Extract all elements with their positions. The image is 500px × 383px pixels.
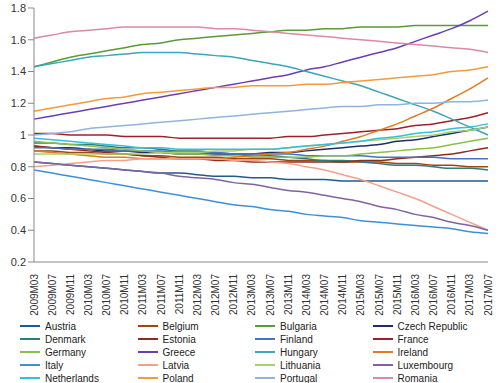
svg-text:2017M07: 2017M07 <box>483 274 493 316</box>
svg-text:2009M07: 2009M07 <box>47 274 58 316</box>
svg-text:2011M03: 2011M03 <box>137 274 148 315</box>
svg-text:0.2: 0.2 <box>11 256 26 268</box>
svg-text:1: 1 <box>20 129 26 141</box>
svg-text:1.4: 1.4 <box>11 65 26 77</box>
svg-text:2013M03: 2013M03 <box>246 274 257 316</box>
html-text:Finland: Finland <box>280 333 313 345</box>
svg-text:2014M07: 2014M07 <box>319 274 330 316</box>
svg-text:2015M11: 2015M11 <box>392 274 403 315</box>
svg-text:2017M03: 2017M03 <box>464 274 475 316</box>
svg-text:2011M07: 2011M07 <box>156 274 167 315</box>
html-text:France: France <box>397 333 429 345</box>
svg-text:2012M11: 2012M11 <box>228 274 239 315</box>
html-text:Bulgaria: Bulgaria <box>280 320 317 332</box>
svg-text:2015M03: 2015M03 <box>355 274 366 316</box>
html-text:Netherlands: Netherlands <box>45 372 99 383</box>
svg-text:2009M03: 2009M03 <box>29 274 40 316</box>
svg-text:2012M07: 2012M07 <box>210 274 221 316</box>
svg-text:2010M11: 2010M11 <box>119 274 130 315</box>
html-text:Poland: Poland <box>162 372 194 383</box>
svg-text:2010M03: 2010M03 <box>83 274 94 316</box>
svg-text:2014M11: 2014M11 <box>337 274 348 315</box>
svg-text:2009M11: 2009M11 <box>65 274 76 315</box>
html-text:Germany: Germany <box>45 346 87 358</box>
svg-text:2016M11: 2016M11 <box>446 274 457 315</box>
html-text:Lithuania: Lithuania <box>280 359 321 371</box>
svg-text:2010M07: 2010M07 <box>101 274 112 316</box>
svg-text:2011M11: 2011M11 <box>174 274 185 315</box>
html-text:Romania: Romania <box>397 372 438 383</box>
svg-text:2013M11: 2013M11 <box>283 274 294 315</box>
svg-text:2012M03: 2012M03 <box>192 274 203 316</box>
html-text:Luxembourg: Luxembourg <box>397 359 454 371</box>
svg-text:1.8: 1.8 <box>11 2 26 14</box>
html-text:Greece: Greece <box>162 346 196 358</box>
html-text:Austria: Austria <box>45 320 77 332</box>
svg-text:0.4: 0.4 <box>11 224 26 236</box>
html-text:Estonia: Estonia <box>162 333 196 345</box>
html-text:Hungary: Hungary <box>280 346 318 358</box>
svg-text:2016M03: 2016M03 <box>410 274 421 316</box>
svg-text:0.8: 0.8 <box>11 161 26 173</box>
html-text:Czech Republic: Czech Republic <box>397 320 468 332</box>
html-text:Italy: Italy <box>45 359 64 371</box>
svg-text:1.2: 1.2 <box>11 97 26 109</box>
html-text:Portugal: Portugal <box>280 372 318 383</box>
html-text:Ireland: Ireland <box>397 346 429 358</box>
svg-text:1.6: 1.6 <box>11 34 26 46</box>
svg-text:2013M07: 2013M07 <box>265 274 276 316</box>
html-text:Denmark: Denmark <box>45 333 86 345</box>
svg-text:0.6: 0.6 <box>11 192 26 204</box>
html-text:Belgium: Belgium <box>162 320 199 332</box>
html-text:Latvia: Latvia <box>162 359 190 371</box>
svg-text:2016M07: 2016M07 <box>428 274 439 316</box>
svg-text:2015M07: 2015M07 <box>374 274 385 316</box>
svg-text:2014M03: 2014M03 <box>301 274 312 316</box>
